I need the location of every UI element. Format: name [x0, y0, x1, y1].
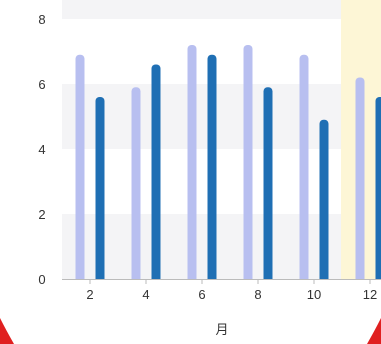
bar-series2-month-8[interactable] [263, 87, 273, 279]
bar-base-series1-month-9 [299, 275, 309, 279]
bar-base-series1-month-5 [187, 275, 197, 279]
bar-series2-month-12[interactable] [375, 97, 381, 279]
bar-series2-month-6[interactable] [207, 54, 217, 279]
y-tick-label-4: 4 [38, 142, 45, 157]
bar-base-series2-month-2 [95, 275, 105, 279]
x-tick-label-2: 2 [86, 287, 93, 302]
bar-series1-month-3[interactable] [131, 87, 141, 279]
y-tick-label-0: 0 [38, 272, 45, 287]
bar-series1-month-1[interactable] [75, 54, 85, 279]
x-axis-title: 月 [215, 323, 228, 338]
x-tick-label-10: 10 [307, 287, 321, 302]
y-axis-ticks: 0 2 4 6 8 [38, 12, 45, 287]
grid-bands [62, 0, 381, 279]
bar-base-series1-month-11 [355, 275, 365, 279]
bar-base-series1-month-3 [131, 275, 141, 279]
x-tick-label-4: 4 [142, 287, 149, 302]
bar-series2-month-4[interactable] [151, 64, 161, 280]
bar-base-series1-month-7 [243, 275, 253, 279]
y-tick-label-2: 2 [38, 207, 45, 222]
grid-band-0 [62, 0, 381, 19]
bar-series [75, 45, 381, 280]
bar-base-series2-month-12 [375, 275, 381, 279]
bar-series1-month-9[interactable] [299, 54, 309, 279]
bar-base-series2-month-6 [207, 275, 217, 279]
y-tick-label-6: 6 [38, 77, 45, 92]
frame-accent [0, 318, 381, 344]
bar-base-series1-month-1 [75, 275, 85, 279]
x-axis-ticks: 2 4 6 8 10 12 [86, 279, 377, 302]
grid-band-2 [62, 214, 381, 279]
bar-base-series2-month-10 [319, 275, 329, 279]
bar-series1-month-11[interactable] [355, 77, 365, 280]
bar-series1-month-5[interactable] [187, 45, 197, 279]
x-tick-label-8: 8 [254, 287, 261, 302]
x-tick-label-12: 12 [363, 287, 377, 302]
bar-base-series2-month-4 [151, 275, 161, 279]
bar-base-series2-month-8 [263, 275, 273, 279]
y-tick-label-8: 8 [38, 12, 45, 27]
bar-series1-month-7[interactable] [243, 45, 253, 279]
bar-series2-month-2[interactable] [95, 97, 105, 279]
x-tick-label-6: 6 [198, 287, 205, 302]
bar-series2-month-10[interactable] [319, 119, 329, 279]
grid-band-1 [62, 84, 381, 149]
